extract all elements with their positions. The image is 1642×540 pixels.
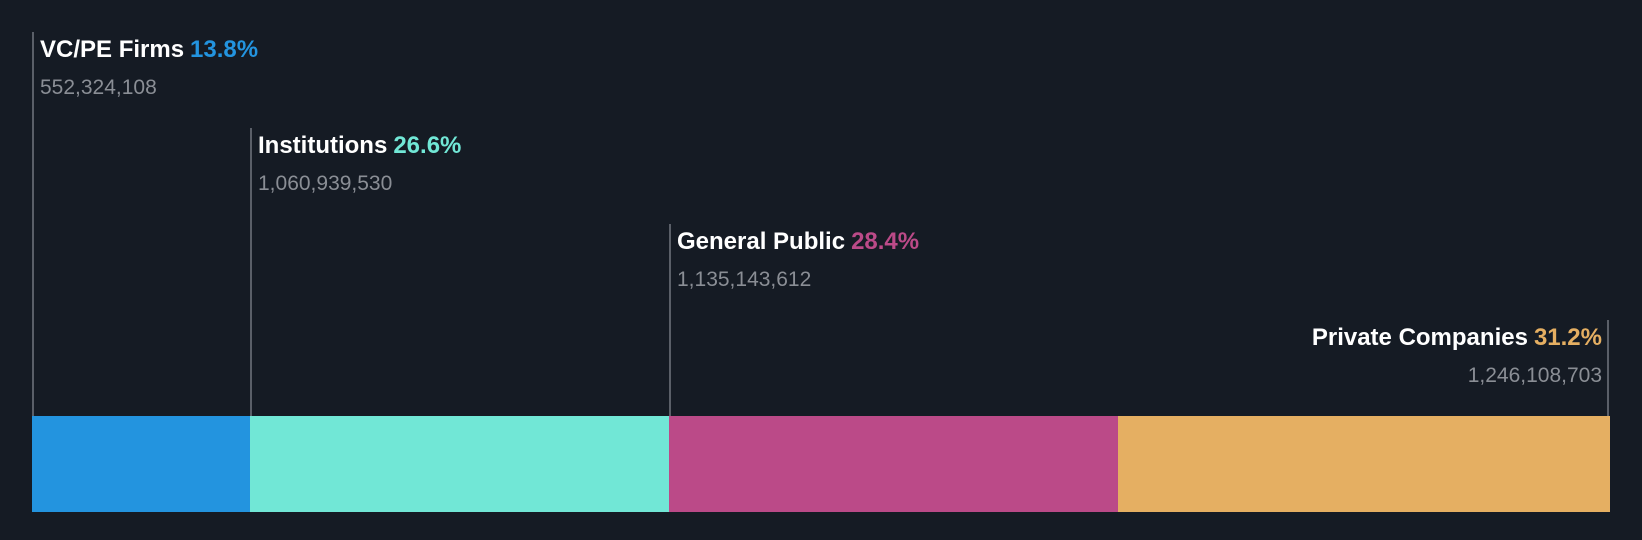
category-count: 1,135,143,612 <box>677 268 812 291</box>
category-name: VC/PE Firms <box>40 36 185 63</box>
label-vc-pe-firms: VC/PE Firms 13.8% 552,324,108 <box>40 36 258 100</box>
leader-line-institutions <box>250 128 252 416</box>
bar-segment-general-public <box>669 416 1118 512</box>
bar-segment-private-companies <box>1118 416 1610 512</box>
category-name: General Public <box>677 228 846 255</box>
category-name: Institutions <box>258 132 388 159</box>
label-general-public: General Public 28.4% 1,135,143,612 <box>677 228 919 292</box>
category-percent: 31.2% <box>1533 324 1602 351</box>
bar-segment-institutions <box>250 416 669 512</box>
leader-line-private-companies <box>1607 320 1609 416</box>
category-percent: 26.6% <box>393 132 462 159</box>
category-count: 552,324,108 <box>40 76 157 99</box>
category-percent: 28.4% <box>851 228 920 255</box>
label-private-companies: Private Companies 31.2% 1,246,108,703 <box>1312 324 1602 388</box>
label-institutions: Institutions 26.6% 1,060,939,530 <box>258 132 461 196</box>
category-count: 1,060,939,530 <box>258 172 393 195</box>
leader-line-general-public <box>669 224 671 416</box>
category-name: Private Companies <box>1311 324 1528 351</box>
category-count: 1,246,108,703 <box>1467 364 1602 387</box>
category-percent: 13.8% <box>190 36 259 63</box>
leader-line-vc-pe-firms <box>32 32 34 416</box>
bar-segment-vc-pe-firms <box>32 416 250 512</box>
